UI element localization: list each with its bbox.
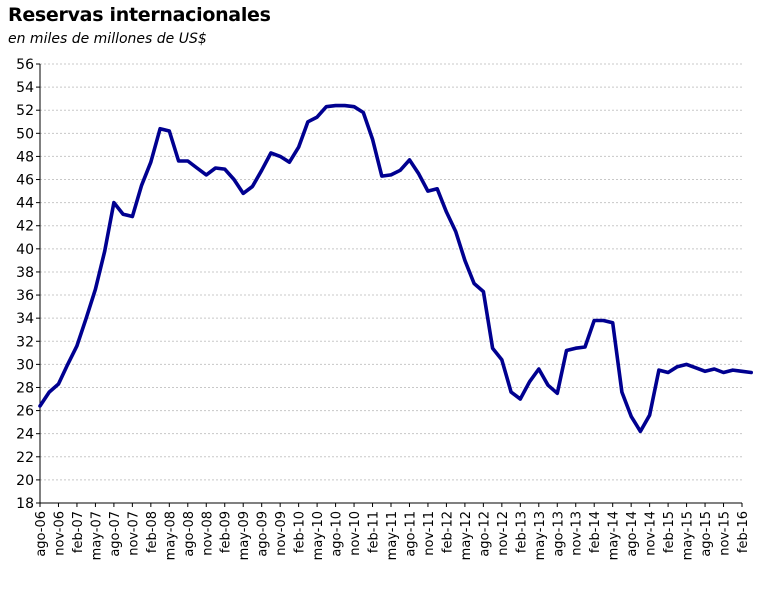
x-tick-label-nov-09: nov-09: [274, 511, 289, 556]
x-tick-label-feb-12: feb-12: [440, 511, 455, 553]
x-tick-label-ago-14: ago-14: [625, 511, 640, 557]
y-tick-label-52: 52: [16, 103, 34, 119]
x-tick-label-feb-16: feb-16: [736, 511, 751, 553]
y-tick-label-40: 40: [16, 242, 34, 258]
y-tick-label-56: 56: [16, 57, 34, 73]
x-tick-label-may-11: may-11: [385, 511, 400, 560]
x-tick-label-may-15: may-15: [681, 511, 696, 560]
y-tick-label-32: 32: [16, 334, 34, 350]
y-tick-label-24: 24: [16, 427, 34, 443]
x-tick-label-may-14: may-14: [607, 511, 622, 560]
x-tick-label-nov-07: nov-07: [126, 511, 141, 556]
y-tick-label-46: 46: [16, 173, 34, 189]
y-tick-label-28: 28: [16, 380, 34, 396]
chart-subtitle: en miles de millones de US$: [8, 31, 207, 47]
x-tick-label-may-10: may-10: [311, 511, 326, 560]
x-tick-label-may-13: may-13: [533, 511, 548, 560]
x-axis-ticks: ago-06 nov-06 feb-07 may-07 ago-07 nov-07 feb-…: [34, 503, 751, 560]
y-tick-label-48: 48: [16, 149, 34, 165]
y-tick-label-18: 18: [16, 496, 34, 512]
x-tick-label-may-09: may-09: [237, 511, 252, 560]
x-tick-label-ago-06: ago-06: [34, 511, 49, 557]
x-tick-label-ago-12: ago-12: [477, 511, 492, 557]
y-tick-label-42: 42: [16, 219, 34, 235]
x-tick-label-nov-15: nov-15: [718, 511, 733, 556]
y-tick-label-44: 44: [16, 196, 34, 212]
y-tick-label-26: 26: [16, 404, 34, 420]
x-tick-label-may-12: may-12: [459, 511, 474, 560]
x-tick-label-nov-12: nov-12: [496, 511, 511, 556]
y-axis-ticks: 18 20 22 24 26 28 30 32 34 36 38 40 42 44 46 48 50 52 54 56: [16, 57, 40, 512]
series-line-reservas: [38, 103, 754, 434]
y-tick-label-34: 34: [16, 311, 34, 327]
grid-lines: [40, 63, 742, 481]
y-tick-label-30: 30: [16, 357, 34, 373]
y-tick-label-36: 36: [16, 288, 34, 304]
x-tick-label-nov-13: nov-13: [570, 511, 585, 556]
x-tick-label-feb-14: feb-14: [588, 511, 603, 553]
x-tick-label-feb-07: feb-07: [71, 511, 86, 553]
x-tick-label-may-07: may-07: [89, 511, 104, 560]
x-tick-label-ago-09: ago-09: [256, 511, 271, 557]
x-tick-label-ago-13: ago-13: [551, 511, 566, 557]
x-tick-label-feb-13: feb-13: [514, 511, 529, 553]
y-tick-label-38: 38: [16, 265, 34, 281]
x-tick-label-feb-10: feb-10: [293, 511, 308, 553]
y-tick-label-20: 20: [16, 473, 34, 489]
chart-title: Reservas internacionales: [8, 4, 271, 26]
x-tick-label-nov-08: nov-08: [200, 511, 215, 556]
x-tick-label-nov-14: nov-14: [644, 511, 659, 556]
x-tick-label-ago-07: ago-07: [108, 511, 123, 557]
x-tick-label-may-08: may-08: [163, 511, 178, 560]
axes: [39, 64, 742, 504]
x-tick-label-feb-15: feb-15: [662, 511, 677, 553]
x-tick-label-feb-09: feb-09: [219, 511, 234, 553]
x-tick-label-feb-08: feb-08: [145, 511, 160, 553]
x-tick-label-nov-10: nov-10: [348, 511, 363, 556]
x-tick-label-ago-10: ago-10: [330, 511, 345, 557]
x-tick-label-nov-06: nov-06: [52, 511, 67, 556]
y-tick-label-22: 22: [16, 450, 34, 466]
y-tick-label-54: 54: [16, 80, 34, 96]
x-tick-label-ago-11: ago-11: [403, 511, 418, 557]
x-tick-label-ago-08: ago-08: [182, 511, 197, 557]
x-tick-label-nov-11: nov-11: [422, 511, 437, 556]
x-tick-label-ago-15: ago-15: [699, 511, 714, 557]
y-tick-label-50: 50: [16, 126, 34, 142]
x-tick-label-feb-11: feb-11: [367, 511, 382, 553]
